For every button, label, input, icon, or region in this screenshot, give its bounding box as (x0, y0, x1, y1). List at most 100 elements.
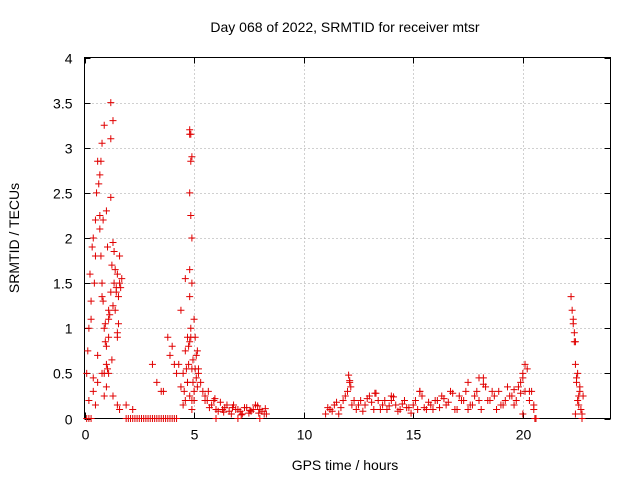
data-point (205, 404, 213, 412)
data-point (385, 402, 393, 410)
data-point (368, 398, 376, 406)
data-point (359, 407, 367, 415)
data-point (493, 405, 501, 413)
data-point (108, 356, 116, 364)
data-point (220, 408, 228, 416)
data-point (464, 378, 472, 386)
data-point (440, 395, 448, 403)
data-point (490, 392, 498, 400)
data-point (420, 404, 428, 412)
data-point (227, 410, 235, 418)
data-point (105, 306, 113, 314)
x-tick-label: 10 (297, 427, 313, 443)
data-point (100, 121, 108, 129)
data-point (89, 374, 97, 382)
data-point (91, 252, 99, 260)
data-point (188, 153, 196, 161)
data-point (113, 333, 121, 341)
data-point (96, 211, 104, 219)
data-point (574, 396, 582, 404)
data-point (210, 396, 218, 404)
data-point (188, 234, 196, 242)
data-point (211, 395, 219, 403)
data-point (190, 387, 198, 395)
data-point (523, 365, 531, 373)
data-point (341, 392, 349, 400)
data-point (484, 396, 492, 404)
data-point (93, 189, 101, 197)
data-point (166, 351, 174, 359)
data-point (99, 216, 107, 224)
data-point (159, 387, 167, 395)
y-tick-label: 1 (65, 321, 73, 337)
data-point (453, 405, 461, 413)
data-point (216, 398, 224, 406)
data-point (110, 248, 118, 256)
data-point (194, 365, 202, 373)
data-point (462, 387, 470, 395)
data-point (204, 387, 212, 395)
data-point (177, 306, 185, 314)
data-point (337, 404, 345, 412)
data-point (517, 389, 525, 397)
data-point (168, 342, 176, 350)
data-point (374, 396, 382, 404)
data-point (333, 398, 341, 406)
data-point (89, 234, 97, 242)
grid-lines (84, 57, 611, 419)
data-point (189, 356, 197, 364)
data-point (85, 396, 93, 404)
data-point (473, 387, 481, 395)
data-point (111, 306, 119, 314)
y-tick-label: 3.5 (53, 96, 73, 112)
data-point (324, 404, 332, 412)
data-point (191, 333, 199, 341)
data-point (392, 401, 400, 409)
data-point (475, 396, 483, 404)
data-point (376, 405, 384, 413)
data-point (109, 239, 117, 247)
data-point (574, 369, 582, 377)
data-point (521, 360, 529, 368)
data-point (97, 157, 105, 165)
data-point (96, 171, 104, 179)
data-point (357, 396, 365, 404)
tick-labels: 0 5 10 15 20 0 0.5 1 1.5 2 2.5 3 3.5 4 (53, 51, 531, 443)
y-tick-label: 0 (65, 412, 73, 428)
data-point (575, 401, 583, 409)
data-point (394, 407, 402, 415)
data-point (102, 360, 110, 368)
data-point (571, 338, 579, 346)
data-point (94, 351, 102, 359)
data-point (99, 297, 107, 305)
data-point (114, 320, 122, 328)
data-point (90, 279, 98, 287)
data-point (575, 392, 583, 400)
data-point (179, 369, 187, 377)
data-point (429, 405, 437, 413)
y-axis-label: SRMTID / TECUs (6, 183, 22, 293)
data-point (187, 157, 195, 165)
data-point (339, 396, 347, 404)
data-point (501, 396, 509, 404)
data-point (497, 401, 505, 409)
data-point (94, 378, 102, 386)
data-point (105, 369, 113, 377)
data-point (347, 383, 355, 391)
data-point (328, 407, 336, 415)
data-point (363, 395, 371, 403)
data-point (214, 407, 222, 415)
data-point (262, 410, 270, 418)
data-point (188, 405, 196, 413)
data-point (105, 333, 113, 341)
data-point (104, 243, 112, 251)
data-point (228, 404, 236, 412)
data-point (177, 383, 185, 391)
data-point (102, 383, 110, 391)
data-point (433, 396, 441, 404)
data-point (116, 279, 124, 287)
y-tick-label: 3 (65, 141, 73, 157)
data-point (184, 333, 192, 341)
data-point (122, 401, 130, 409)
axis-ticks (84, 57, 611, 420)
